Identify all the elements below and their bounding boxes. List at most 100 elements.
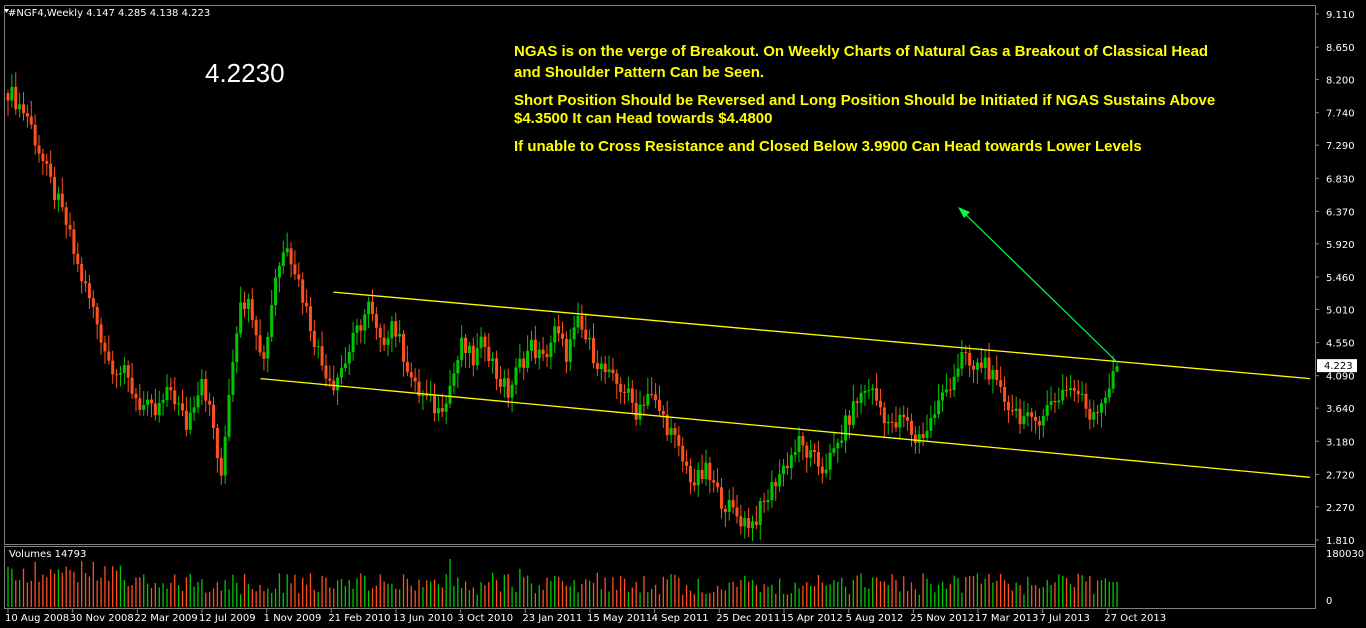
- candle-body: [712, 480, 716, 483]
- candle-body: [436, 408, 440, 414]
- candle-body: [886, 421, 890, 424]
- price-tick-label: 9.110: [1326, 10, 1355, 21]
- candle-body: [956, 368, 960, 377]
- candle-body: [270, 305, 274, 337]
- candle-body: [708, 462, 712, 481]
- candle-body: [1034, 416, 1038, 421]
- candle-body: [1037, 420, 1041, 426]
- candle-body: [84, 281, 88, 284]
- candle-body: [367, 301, 371, 315]
- candle-body: [719, 487, 723, 509]
- candle-body: [735, 507, 739, 517]
- candle-body: [568, 339, 572, 362]
- candle-body: [134, 393, 138, 399]
- candle-body: [440, 408, 444, 412]
- candle-body: [898, 414, 902, 428]
- time-tick-label: 30 Nov 2008: [70, 613, 134, 624]
- candle-body: [828, 452, 832, 470]
- candle-body: [933, 414, 937, 419]
- candle-body: [762, 501, 766, 503]
- candle-body: [758, 501, 762, 525]
- current-price-tag: 4.223: [1317, 359, 1357, 373]
- candle-body: [246, 299, 250, 309]
- big-price: 4.2230: [205, 58, 285, 88]
- candle-body: [196, 395, 200, 408]
- candle-body: [138, 398, 142, 410]
- candle-body: [851, 401, 855, 425]
- candle-body: [688, 465, 692, 483]
- candle-body: [122, 365, 126, 374]
- candle-body: [60, 193, 64, 208]
- candle-body: [239, 302, 243, 334]
- candle-body: [603, 363, 607, 373]
- candle-body: [809, 450, 813, 458]
- candle-body: [153, 403, 157, 416]
- candle-body: [483, 336, 487, 347]
- candle-body: [433, 394, 437, 414]
- candle-body: [754, 521, 758, 525]
- candle-body: [215, 427, 219, 458]
- candle-body: [661, 410, 665, 415]
- candle-body: [324, 365, 328, 379]
- candle-body: [510, 384, 514, 398]
- candle-body: [200, 378, 204, 396]
- candle-body: [611, 369, 615, 374]
- candle-body: [564, 338, 568, 362]
- candle-body: [293, 264, 297, 275]
- candle-body: [677, 434, 681, 446]
- price-tick-label: 1.810: [1326, 536, 1355, 547]
- candle-body: [685, 461, 689, 466]
- candle-body: [913, 434, 917, 444]
- candle-body: [537, 349, 541, 359]
- candle-body: [995, 369, 999, 381]
- candle-body: [716, 482, 720, 488]
- candle-body: [498, 378, 502, 387]
- breakout-arrow: [958, 207, 1118, 363]
- analysis-text-line-2: and Shoulder Pattern Can be Seen.: [514, 64, 765, 81]
- candle-body: [952, 376, 956, 391]
- candle-body: [460, 337, 464, 361]
- time-tick-label: 27 Oct 2013: [1104, 613, 1166, 624]
- candle-body: [944, 389, 948, 393]
- candle-body: [937, 400, 941, 415]
- candle-body: [979, 362, 983, 368]
- candle-body: [972, 365, 976, 370]
- candle-body: [867, 390, 871, 392]
- candle-body: [875, 388, 879, 401]
- price-tick-label: 2.270: [1326, 503, 1355, 514]
- time-tick-label: 23 Jan 2011: [522, 613, 582, 624]
- candle-body: [692, 482, 696, 486]
- candle-body: [638, 404, 642, 420]
- candle-body: [576, 315, 580, 328]
- candle-body: [626, 388, 630, 393]
- time-tick-label: 1 Nov 2009: [264, 613, 322, 624]
- candle-body: [80, 264, 84, 282]
- candle-body: [681, 445, 685, 462]
- time-tick-label: 5 Aug 2012: [846, 613, 904, 624]
- time-tick-label: 15 Apr 2012: [781, 613, 843, 624]
- candle-body: [351, 332, 355, 353]
- candle-body: [1014, 408, 1018, 411]
- trend-line: [260, 377, 1311, 478]
- candle-body: [452, 373, 456, 386]
- price-tick-label: 8.200: [1326, 76, 1355, 87]
- candle-body: [506, 378, 510, 398]
- candle-body: [1006, 401, 1010, 411]
- candle-body: [619, 384, 623, 393]
- candle-body: [64, 207, 68, 225]
- candle-body: [518, 358, 522, 368]
- candle-body: [917, 434, 921, 444]
- candle-body: [824, 469, 828, 474]
- price-tick-label: 6.370: [1326, 207, 1355, 218]
- candle-body: [1103, 397, 1107, 404]
- candle-body: [169, 386, 173, 391]
- candle-body: [188, 412, 192, 430]
- candle-body: [212, 404, 216, 428]
- candle-body: [219, 457, 223, 476]
- candle-body: [816, 451, 820, 467]
- candle-body: [467, 345, 471, 353]
- candle-body: [1068, 387, 1072, 391]
- candle-body: [801, 436, 805, 446]
- time-tick-label: 21 Feb 2010: [328, 613, 390, 624]
- candle-body: [328, 378, 332, 381]
